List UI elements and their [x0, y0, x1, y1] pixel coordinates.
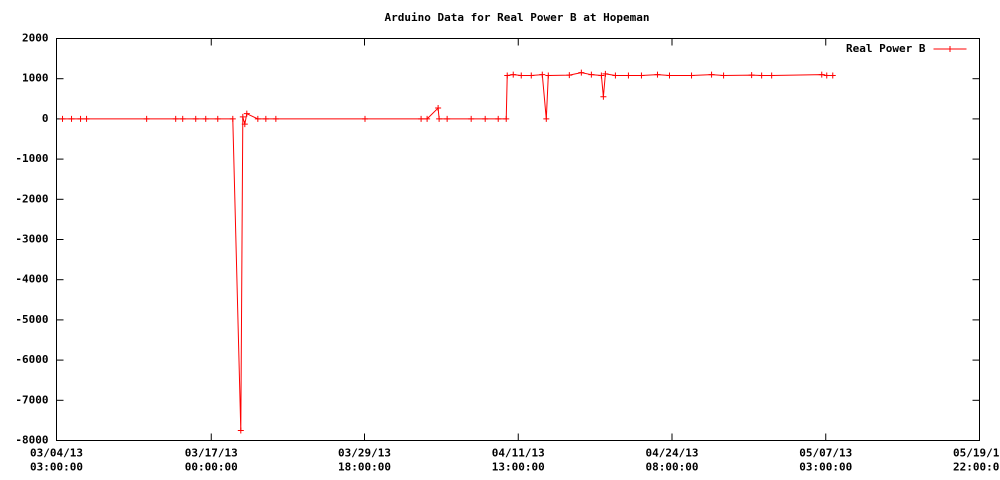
legend-swatch	[947, 46, 953, 52]
data-point	[241, 121, 248, 128]
data-point	[588, 71, 595, 78]
x-tick-label: 03/17/13 00:00:00	[185, 447, 238, 474]
data-point	[566, 72, 573, 79]
data-point	[504, 72, 511, 79]
data-point	[239, 113, 246, 120]
y-tick-label: 0	[42, 112, 49, 125]
data-point	[435, 105, 442, 112]
data-point	[172, 115, 179, 122]
y-tick-label: 1000	[22, 72, 49, 85]
data-point	[243, 110, 250, 117]
y-tick-label: 2000	[22, 32, 49, 45]
data-point	[362, 115, 369, 122]
data-point	[818, 71, 825, 78]
data-point	[654, 71, 661, 78]
x-tick-label: 05/19/1322:00:00	[953, 447, 1000, 474]
y-tick-label: -3000	[15, 233, 48, 246]
x-tick-label: 04/24/13 08:00:00	[646, 447, 699, 474]
data-point	[83, 115, 90, 122]
data-point	[237, 427, 244, 434]
y-tick-label: -8000	[15, 434, 48, 447]
data-point	[829, 72, 836, 79]
x-tick-label: 03/04/13 03:00:00	[30, 447, 83, 474]
data-point	[179, 115, 186, 122]
data-point	[262, 115, 269, 122]
data-point	[510, 71, 517, 78]
y-tick-label: -2000	[15, 192, 48, 205]
data-point	[192, 115, 199, 122]
data-point	[495, 115, 502, 122]
x-tick-label: 04/11/13 13:00:00	[492, 447, 545, 474]
data-point	[68, 115, 75, 122]
data-point	[598, 72, 605, 79]
y-tick-label: -6000	[15, 353, 48, 366]
data-point	[214, 115, 221, 122]
data-point	[482, 115, 489, 122]
data-point	[612, 72, 619, 79]
data-point	[602, 70, 609, 77]
data-point	[625, 72, 632, 79]
x-tick-label: 05/07/13 03:00:00	[799, 447, 852, 474]
data-point	[638, 72, 645, 79]
data-point	[436, 115, 443, 122]
data-point	[768, 72, 775, 79]
data-point	[272, 115, 279, 122]
data-point	[418, 115, 425, 122]
data-point	[143, 115, 150, 122]
data-point	[666, 72, 673, 79]
data-point	[77, 115, 84, 122]
data-point	[578, 69, 585, 76]
data-point	[518, 72, 525, 79]
y-tick-label: -1000	[15, 152, 48, 165]
data-point	[688, 72, 695, 79]
data-point	[444, 115, 451, 122]
chart-title: Arduino Data for Real Power B at Hopeman	[385, 11, 650, 24]
data-point	[758, 72, 765, 79]
data-point	[424, 115, 431, 122]
data-point	[468, 115, 475, 122]
y-tick-label: -4000	[15, 273, 48, 286]
data-point	[543, 115, 550, 122]
data-point	[503, 115, 510, 122]
x-tick-label: 03/29/13 18:00:00	[338, 447, 391, 474]
data-point	[539, 71, 546, 78]
legend-label: Real Power B	[846, 42, 926, 55]
data-point	[748, 72, 755, 79]
data-point	[229, 115, 236, 122]
y-tick-label: -5000	[15, 313, 48, 326]
data-point	[823, 72, 830, 79]
data-point	[545, 72, 552, 79]
data-point	[600, 93, 607, 100]
data-point	[254, 115, 261, 122]
data-point	[202, 115, 209, 122]
data-point	[59, 115, 66, 122]
data-point	[528, 72, 535, 79]
y-tick-label: -7000	[15, 393, 48, 406]
data-point	[708, 71, 715, 78]
data-point	[720, 72, 727, 79]
